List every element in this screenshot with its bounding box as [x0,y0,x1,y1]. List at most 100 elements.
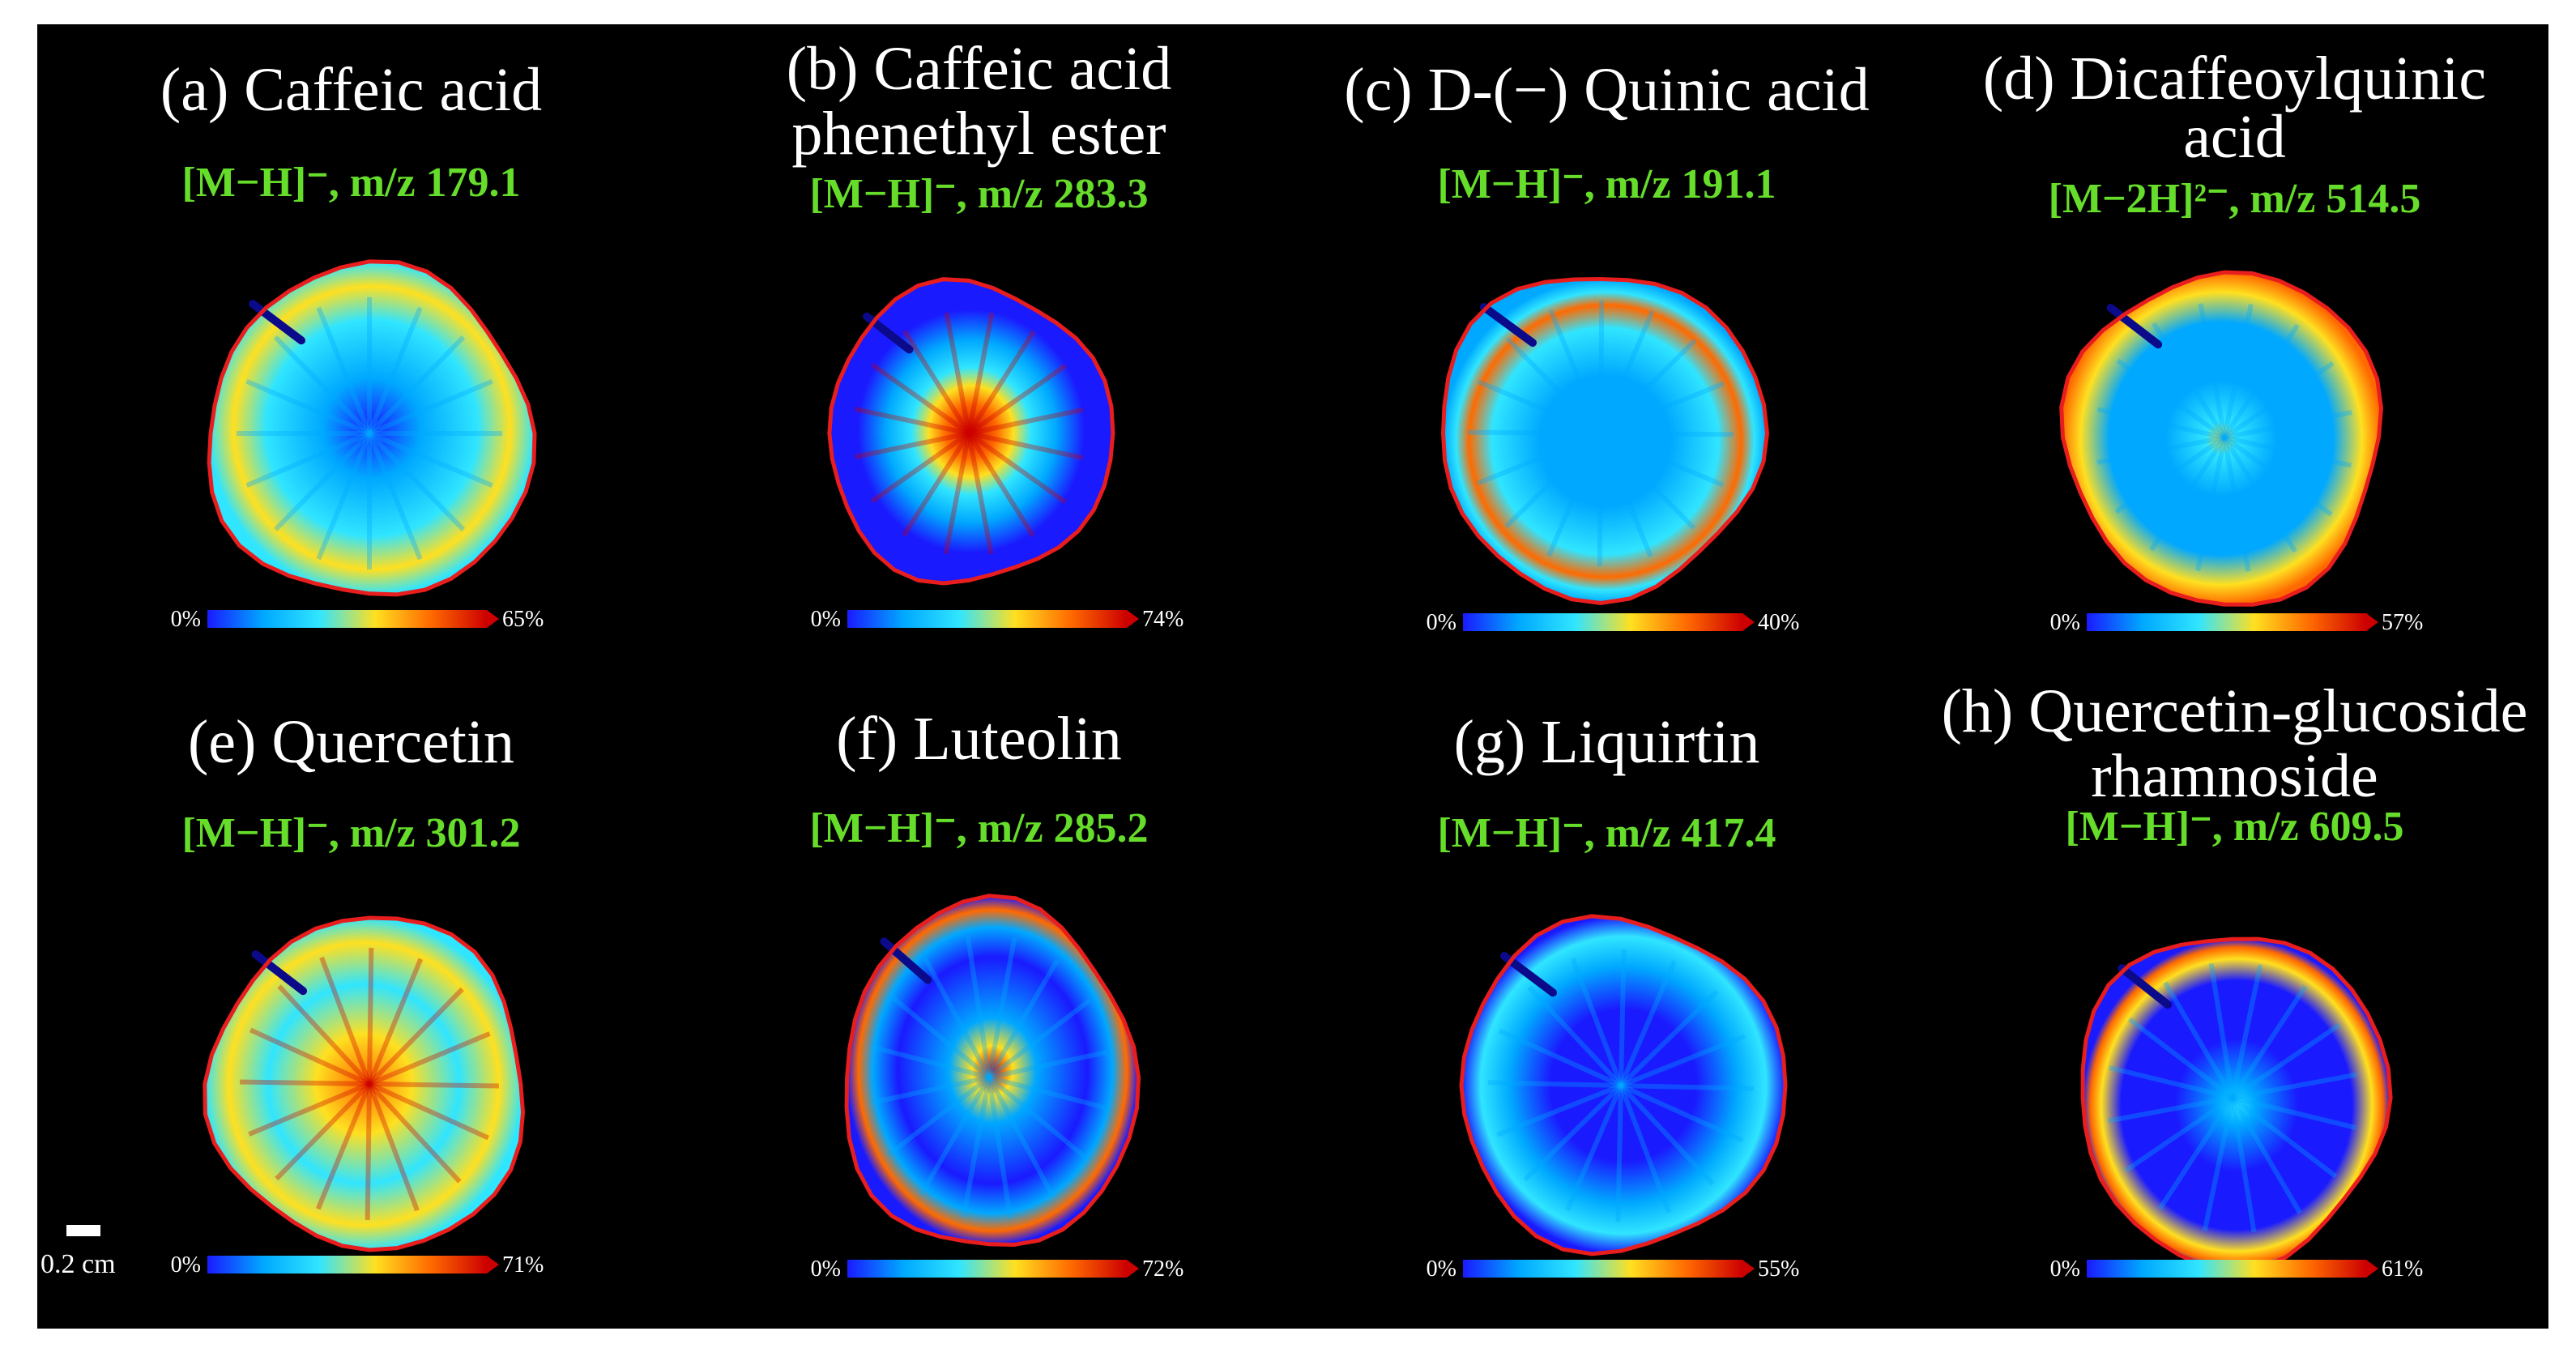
ion-image-g [1459,914,1788,1256]
colorbar-arrow [1742,613,1755,631]
radial-streak [886,1075,991,1157]
radial-streak [2232,1095,2356,1130]
panel-h: (h) Quercetin-glucoside rhamnoside [M−H]… [1921,676,2548,1329]
radial-streak [1615,1085,1623,1222]
radial-streak [1619,989,1719,1088]
radial-streak [2124,1095,2234,1173]
radial-streak [987,1076,1056,1199]
scale-bar-line [66,1225,100,1236]
radial-streak [854,431,970,460]
radial-streak [2149,436,2227,552]
radial-streak [1598,338,1697,436]
radial-streak [1570,958,1623,1087]
radial-streak [367,1082,462,1184]
colorbar-max-label: 55% [1758,1256,1799,1282]
panel-b: (b) Caffeic acid phenethyl ester [M−H]⁻,… [665,24,1293,676]
panel-title-line2: rhamnoside [2091,742,2378,810]
radial-streak [1619,1083,1744,1143]
radial-streak [902,330,971,435]
colorbar-max-label: 71% [502,1252,544,1278]
tissue-outline [203,915,526,1252]
radial-streak [248,1082,371,1137]
radial-streak [2109,1065,2233,1100]
radial-streak [1487,1080,1622,1088]
radial-streak [367,335,466,436]
radial-streak [249,1027,371,1086]
radial-streak [2230,1096,2302,1214]
radial-streak [1498,1028,1623,1088]
radial-streak [368,1031,491,1086]
radial-streak [2152,322,2227,439]
tissue-outline [844,894,1141,1248]
radial-streak [968,431,1084,461]
radial-streak [987,1077,1013,1218]
radial-streak [1527,985,1623,1088]
radial-streak [2163,981,2235,1099]
radial-streak [988,1049,1107,1080]
radial-streak [367,947,374,1085]
radial-streak [1504,431,1603,529]
radial-streak [1619,949,1627,1086]
radial-streak [1599,431,1725,488]
radial-streak [919,1076,992,1197]
panel-title: (d) Dicaffeoylquinic [1982,45,2487,113]
radial-streak [368,1082,490,1141]
radial-streak [367,432,423,561]
tissue-map [847,895,1139,1245]
radial-streak [2195,437,2227,572]
scale-bar-label: 0.2 cm [41,1249,116,1279]
ion-image-f [844,894,1141,1248]
radial-streak [2223,361,2335,440]
cut-notch [2106,304,2163,349]
radial-streak [966,312,995,434]
tissue-outline [827,277,1115,586]
radial-streak [1620,1083,1755,1091]
radial-streak [870,431,970,504]
radial-streak [1619,1083,1715,1186]
radial-streak [277,984,372,1086]
panel-title: (a) Caffeic acid [160,56,543,124]
colorbar-arrow [1742,1260,1755,1278]
radial-streak [967,363,1068,436]
colorbar-arrow [2366,1260,2378,1278]
radial-streak [922,956,992,1079]
radial-streak [1598,309,1655,435]
radial-streak [273,431,372,531]
radial-streak [369,1082,499,1089]
panel-e: (e) Quercetin [M−H]⁻, m/z 301.2 [37,676,665,1329]
tissue-map [829,279,1113,583]
radial-streak [2230,964,2263,1099]
colorbar-max-label: 57% [2382,610,2423,635]
radial-streak [2222,323,2300,439]
radial-streak [987,998,1092,1080]
radial-streak [245,378,371,436]
tissue-map [209,261,535,595]
ion-images: 0% 65% 0% 74% 0% 40% 0% 57% 0% 71% 0% 72% 0% 55% 0% 61% [171,259,2423,1282]
colorbar-c: 0% 40% [1427,610,1800,635]
ion-image-e [203,915,526,1252]
tissue-outline [2080,936,2393,1274]
panel-title-line2: acid [2183,103,2286,171]
radial-streak [367,1082,420,1212]
radial-streak [871,1075,990,1106]
colorbar-arrow [2366,613,2378,631]
panel-title: (g) Liquirtin [1453,708,1760,776]
colorbar-min-label: 0% [811,1256,841,1282]
radial-streak [987,1075,1090,1161]
ion-image-d [2059,270,2384,607]
radial-streak [2230,985,2308,1099]
colorbar-gradient [207,1256,487,1274]
cut-notch [880,937,932,984]
radial-streak [1598,432,1653,558]
ion-label: [M−H]⁻, m/z 301.2 [181,810,521,856]
ion-image-c [1440,276,1770,606]
tissue-map [2083,939,2391,1272]
radial-streak [316,306,372,435]
tissue-outline [207,259,537,597]
colorbar-g: 0% 55% [1427,1256,1800,1282]
ion-image-b [827,277,1115,586]
radial-streak [2222,303,2254,438]
cut-notch [251,950,308,996]
radial-streak [965,936,992,1078]
ion-label: [M−H]⁻, m/z 191.1 [1437,161,1776,207]
